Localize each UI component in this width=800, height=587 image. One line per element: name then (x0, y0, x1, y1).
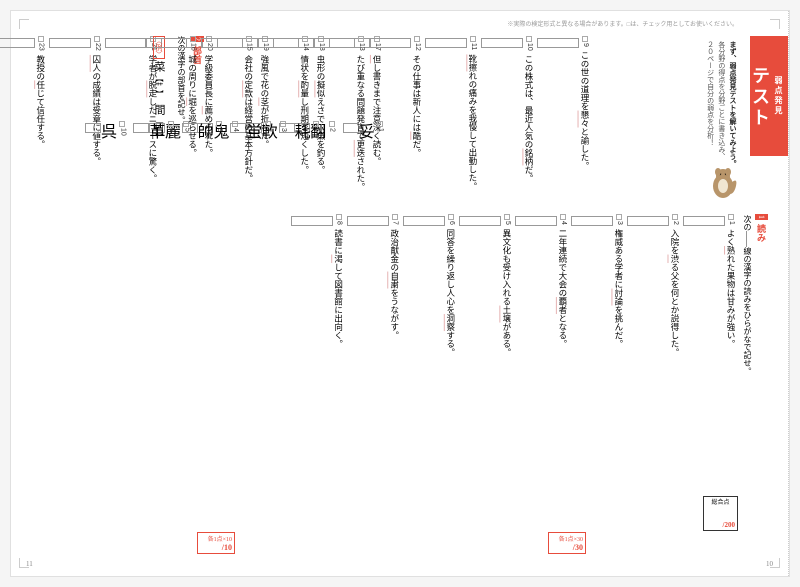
question-number: 7 (392, 221, 399, 225)
answer-box[interactable] (515, 216, 557, 226)
question-item: 9 この世の道理を懇々と諭した。 (537, 36, 590, 191)
question-number: 4 (560, 221, 567, 225)
question-number: 5 (504, 221, 511, 225)
total-label: 総合点 (704, 497, 737, 506)
tab-subtitle: 弱点発見 (773, 44, 784, 148)
checkbox[interactable] (302, 36, 308, 42)
score-box-1: 各1点×30 /30 (548, 532, 586, 554)
question-number: 14 (302, 43, 309, 51)
question-number: 2 (672, 221, 679, 225)
question-item: 11 靴擦れの痛みを我慢して出勤した。 (425, 36, 478, 191)
question-item: 1 よく熟れた果物は甘みが強い。 (683, 214, 736, 357)
underlined-kanji: 覇者 (558, 297, 568, 314)
checkbox[interactable] (392, 214, 398, 220)
answer-box[interactable] (313, 38, 355, 48)
checkbox[interactable] (358, 36, 364, 42)
underlined-kanji: 熟 (726, 246, 736, 255)
checkbox[interactable] (414, 36, 420, 42)
answer-box[interactable] (537, 38, 579, 48)
question-number: 1 (728, 221, 735, 225)
checkbox[interactable] (190, 36, 196, 42)
question-item: 13 たび重なる問題発言で更迭された。 (313, 36, 366, 191)
question-group-1b: 9 この世の道理を懇々と諭した。10 この株式は、最近人気の銘柄だ。11 靴擦れ… (0, 36, 590, 191)
question-group-1: 1 よく熟れた果物は甘みが強い。2 入院を渋る父を何とか説得した。3 権威ある学… (0, 214, 736, 357)
answer-box[interactable] (683, 216, 725, 226)
underlined-kanji: 懇々 (580, 111, 590, 128)
section-1-title: 読み (756, 224, 766, 242)
checkbox[interactable] (526, 36, 532, 42)
answer-box[interactable] (627, 216, 669, 226)
checkbox[interactable] (728, 214, 734, 220)
question-number: 11 (470, 43, 477, 50)
answer-box[interactable] (481, 38, 523, 48)
underlined-kanji: 定款 (244, 80, 254, 97)
question-item: 7 政治献金の自粛をうながす。 (347, 214, 400, 357)
answer-box[interactable] (257, 38, 299, 48)
total-score-box: 総合点 /200 (703, 496, 738, 531)
question-number: 15 (246, 43, 253, 51)
question-item: 2 入院を渋る父を何とか説得した。 (627, 214, 680, 357)
section-1-header: 1 読み (755, 214, 768, 242)
header-note: ※実際の検定形式と異なる場合があります。□は、チェック用としてお使いください。 (507, 19, 738, 28)
checkbox[interactable] (504, 214, 510, 220)
question-number: 3 (616, 221, 623, 225)
underlined-kanji: 更迭 (356, 140, 366, 157)
question-number: 12 (414, 43, 421, 51)
checkbox[interactable] (448, 214, 454, 220)
mascot-icon (708, 166, 738, 201)
question-item: 14 情状を酌量し刑期を短くした。 (257, 36, 310, 191)
question-number: 10 (526, 43, 533, 51)
checkbox[interactable] (246, 36, 252, 42)
checkbox[interactable] (470, 36, 476, 42)
question-item: 12 その仕事は新人には酷だ。 (369, 36, 422, 191)
underlined-kanji: 靴擦 (468, 54, 478, 71)
underlined-kanji: 酌量 (300, 80, 310, 97)
question-item: 3 権威ある学者に討論を挑んだ。 (571, 214, 624, 357)
title-tab: 弱点発見 テスト (750, 36, 788, 156)
question-item: 8 読書に渇して図書館に出向く。 (291, 214, 344, 357)
answer-box[interactable] (201, 38, 243, 48)
tab-title: テスト (747, 46, 773, 148)
question-number: 8 (336, 221, 343, 225)
question-item: 15 会社の定款は経営の基本方針だ。 (201, 36, 254, 191)
underlined-kanji: 洞察 (446, 314, 456, 331)
section-1-instruction: 次の――線の漢字の読みをひらがなで記せ。 (742, 215, 753, 375)
checkbox[interactable] (616, 214, 622, 220)
question-item: 4 二年連続で大会の覇者となる。 (515, 214, 568, 357)
page-right: 弱点発見 テスト ※実際の検定形式と異なる場合があります。□は、チェック用として… (400, 11, 789, 576)
page-spread: 17 但し書きまで注意深く読む。18 虫形の擬似えさで川魚を釣る。19 強風で花… (10, 10, 790, 577)
underlined-kanji: 渇 (334, 255, 344, 264)
question-number: 6 (448, 221, 455, 225)
answer-box[interactable] (459, 216, 501, 226)
score-box-2: 各1点×10 /10 (197, 532, 235, 554)
question-number: 9 (582, 43, 589, 47)
answer-box[interactable] (571, 216, 613, 226)
answer-box[interactable] (369, 38, 411, 48)
underlined-kanji: 自粛 (390, 272, 400, 289)
question-number: 13 (358, 43, 365, 51)
question-item: 16 城の周りに堀を巡らせる。 (145, 36, 198, 191)
answer-box[interactable] (347, 216, 389, 226)
question-item: 6 同答を繰り返し人心を洞察する。 (403, 214, 456, 357)
checkbox[interactable] (560, 214, 566, 220)
answer-box[interactable] (403, 216, 445, 226)
intro-text: まず、弱点発見テストを解いてみよう。 各分野の得点を分野ごとに書き込み、 ２０ペ… (704, 41, 738, 167)
underlined-kanji: 堀 (188, 97, 198, 106)
underlined-kanji: 討論 (614, 289, 624, 306)
answer-box[interactable] (145, 38, 187, 48)
checkbox[interactable] (672, 214, 678, 220)
underlined-kanji: 土壌 (502, 306, 512, 323)
question-item: 10 この株式は、最近人気の銘柄だ。 (481, 36, 534, 191)
answer-box[interactable] (425, 38, 467, 48)
checkbox[interactable] (336, 214, 342, 220)
underlined-kanji: 渋 (670, 255, 680, 264)
answer-box[interactable] (291, 216, 333, 226)
checkbox[interactable] (582, 36, 588, 42)
question-number: 16 (190, 43, 197, 51)
question-item: 5 異文化も受け入れる土壌がある。 (459, 214, 512, 357)
underlined-kanji: 酷 (412, 131, 422, 140)
underlined-kanji: 銘柄 (524, 148, 534, 165)
section-1-number: 1 (755, 214, 768, 220)
